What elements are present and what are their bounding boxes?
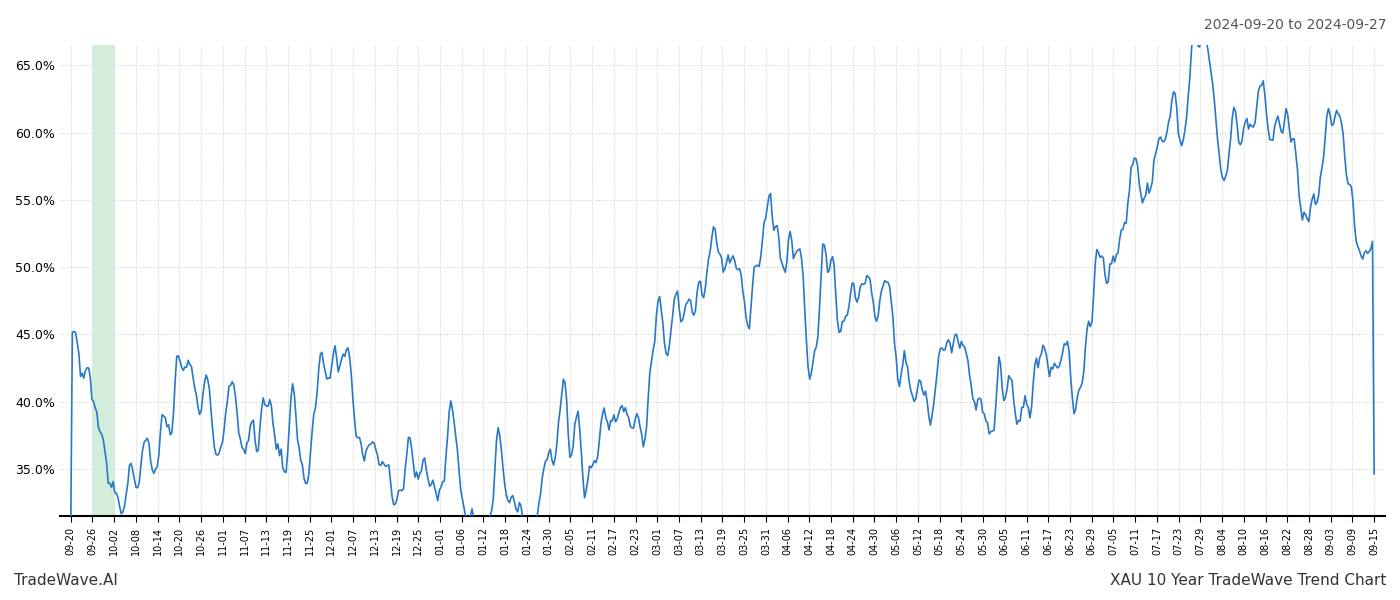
Bar [92, 45, 115, 516]
Text: 2024-09-20 to 2024-09-27: 2024-09-20 to 2024-09-27 [1204, 18, 1386, 32]
Text: XAU 10 Year TradeWave Trend Chart: XAU 10 Year TradeWave Trend Chart [1110, 573, 1386, 588]
Text: TradeWave.AI: TradeWave.AI [14, 573, 118, 588]
